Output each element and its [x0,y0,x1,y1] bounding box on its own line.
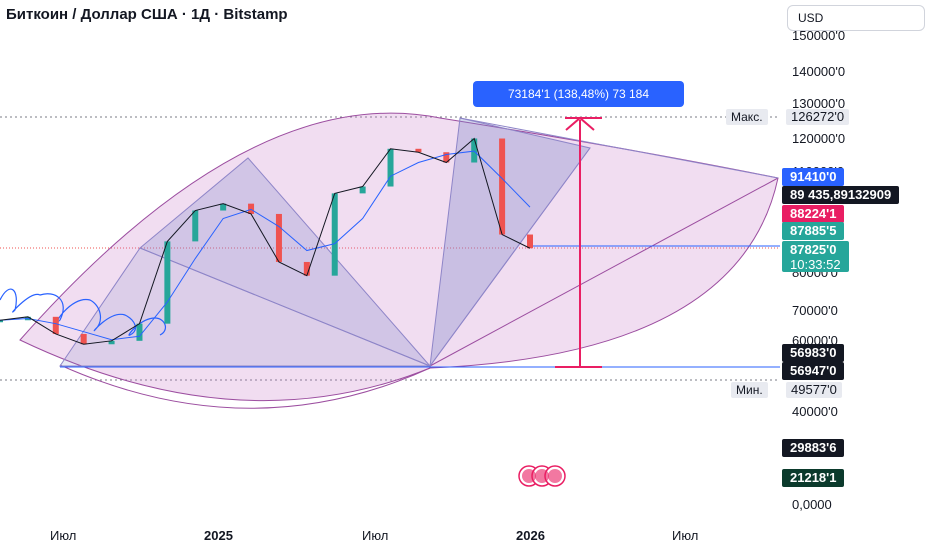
min-marker-label: Мин. [731,382,768,398]
pink-level-label: 88224'1 [782,205,845,223]
price-candle [52,316,59,334]
candles-group [0,138,533,345]
level-2-label: 56947'0 [782,362,845,380]
fan-triangle-2 [139,157,431,367]
fan-ray-2 [459,117,779,179]
y-tick: 150000'0 [792,28,845,43]
x-tick: Июл [362,528,388,543]
chart-title: Биткоин / Доллар США · 1Д · Bitstamp [6,6,288,23]
y-tick: 40000'0 [792,404,838,419]
fan-ray-1 [429,177,779,367]
price-candle [359,186,366,194]
price-candle [471,138,478,163]
y-tick: 120000'0 [792,131,845,146]
fan-lower-arc [59,364,431,409]
level-4-label: 21218'1 [782,469,845,487]
teal-level-value: 87825'0 [790,242,837,257]
max-value-label: 126272'0 [786,109,850,125]
x-axis: Июл 2025 Июл 2026 Июл [50,528,698,543]
price-candle [331,193,338,276]
x-tick: Июл [672,528,698,543]
blue-level-label: 91410'0 [782,168,845,186]
price-candle [192,210,199,242]
level-3-label: 29883'6 [782,439,845,457]
currency-button[interactable]: USD [787,5,925,31]
y-tick: 140000'0 [792,64,845,79]
y-tick: 130000'0 [792,96,845,111]
fan-ray-3 [429,147,591,367]
price-candle [527,234,533,249]
price-candle [164,241,171,324]
price-candle [248,203,255,214]
freehand-loops [0,288,167,336]
level-1-label: 56983'0 [782,344,845,362]
price-line [0,137,531,345]
y-tick: 0,0000 [792,497,832,512]
price-candle [415,148,422,153]
countdown-value: 10:33:52 [790,257,841,272]
max-marker-label: Макс. [726,109,768,125]
measure-arrowhead [565,116,595,131]
price-candle [0,320,3,323]
price-candle [275,213,282,262]
us-flag-events-icon [518,465,566,487]
green-level-label: 87885'5 [782,222,845,240]
y-tick: 70000'0 [792,303,838,318]
teal-level-label: 87825'0 10:33:52 [782,241,849,272]
price-candle [387,148,394,187]
measure-label[interactable]: 73184'1 (138,48%) 73 184 [473,81,684,107]
x-tick: 2026 [516,528,545,543]
price-candle [220,203,227,211]
price-candle [136,323,143,341]
price-candle [303,261,310,276]
moving-average-line [0,150,531,341]
x-tick: 2025 [204,528,233,543]
min-value-label: 49577'0 [786,382,842,398]
price-candle [499,138,506,235]
price-candle [443,152,450,163]
x-tick: Июл [50,528,76,543]
last-price-label: 89 435,89132909 [782,186,900,204]
price-candle [108,340,115,345]
price-candle [80,333,87,345]
